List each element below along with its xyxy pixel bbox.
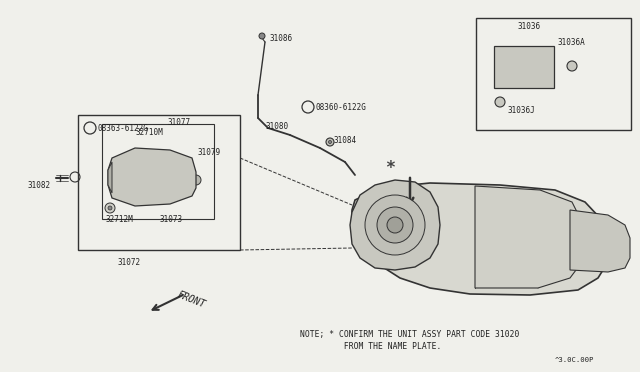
Circle shape [326,138,334,146]
Circle shape [108,206,112,210]
Circle shape [495,97,505,107]
Text: 08363-6122G: 08363-6122G [98,124,149,133]
Text: 31084: 31084 [334,136,357,145]
Text: 32712M: 32712M [105,215,132,224]
Text: S: S [88,124,92,132]
Polygon shape [570,210,630,272]
Text: 31080: 31080 [265,122,288,131]
Text: S: S [306,103,310,112]
Circle shape [377,207,413,243]
Bar [494,46,554,88]
Text: 31036J: 31036J [508,106,536,115]
Text: 31077: 31077 [168,118,191,127]
Circle shape [105,203,115,213]
Circle shape [84,122,96,134]
Circle shape [328,141,332,144]
Bar [102,124,214,219]
Text: 31082: 31082 [28,181,51,190]
Circle shape [365,195,425,255]
Bar [78,115,240,250]
Text: *: * [385,159,395,177]
Circle shape [302,101,314,113]
Text: 08360-6122G: 08360-6122G [316,103,367,112]
Text: ^3.0C.00P: ^3.0C.00P [555,357,595,363]
Polygon shape [352,183,608,295]
Polygon shape [475,186,582,288]
Text: 31036: 31036 [518,22,541,31]
Text: FROM THE NAME PLATE.: FROM THE NAME PLATE. [300,342,442,351]
Text: 31079: 31079 [198,148,221,157]
Text: 31036A: 31036A [558,38,586,47]
Text: 31086: 31086 [270,34,293,43]
Text: 31073: 31073 [160,215,183,224]
Text: 31072: 31072 [118,258,141,267]
Text: 32710M: 32710M [136,128,164,137]
Text: NOTE; * CONFIRM THE UNIT ASSY PART CODE 31020: NOTE; * CONFIRM THE UNIT ASSY PART CODE … [300,330,520,339]
Circle shape [259,33,265,39]
Polygon shape [108,148,196,206]
Bar [476,18,631,130]
Text: FRONT: FRONT [176,290,207,310]
Circle shape [567,61,577,71]
Circle shape [191,175,201,185]
Polygon shape [108,162,112,193]
Polygon shape [350,180,440,270]
Circle shape [387,217,403,233]
